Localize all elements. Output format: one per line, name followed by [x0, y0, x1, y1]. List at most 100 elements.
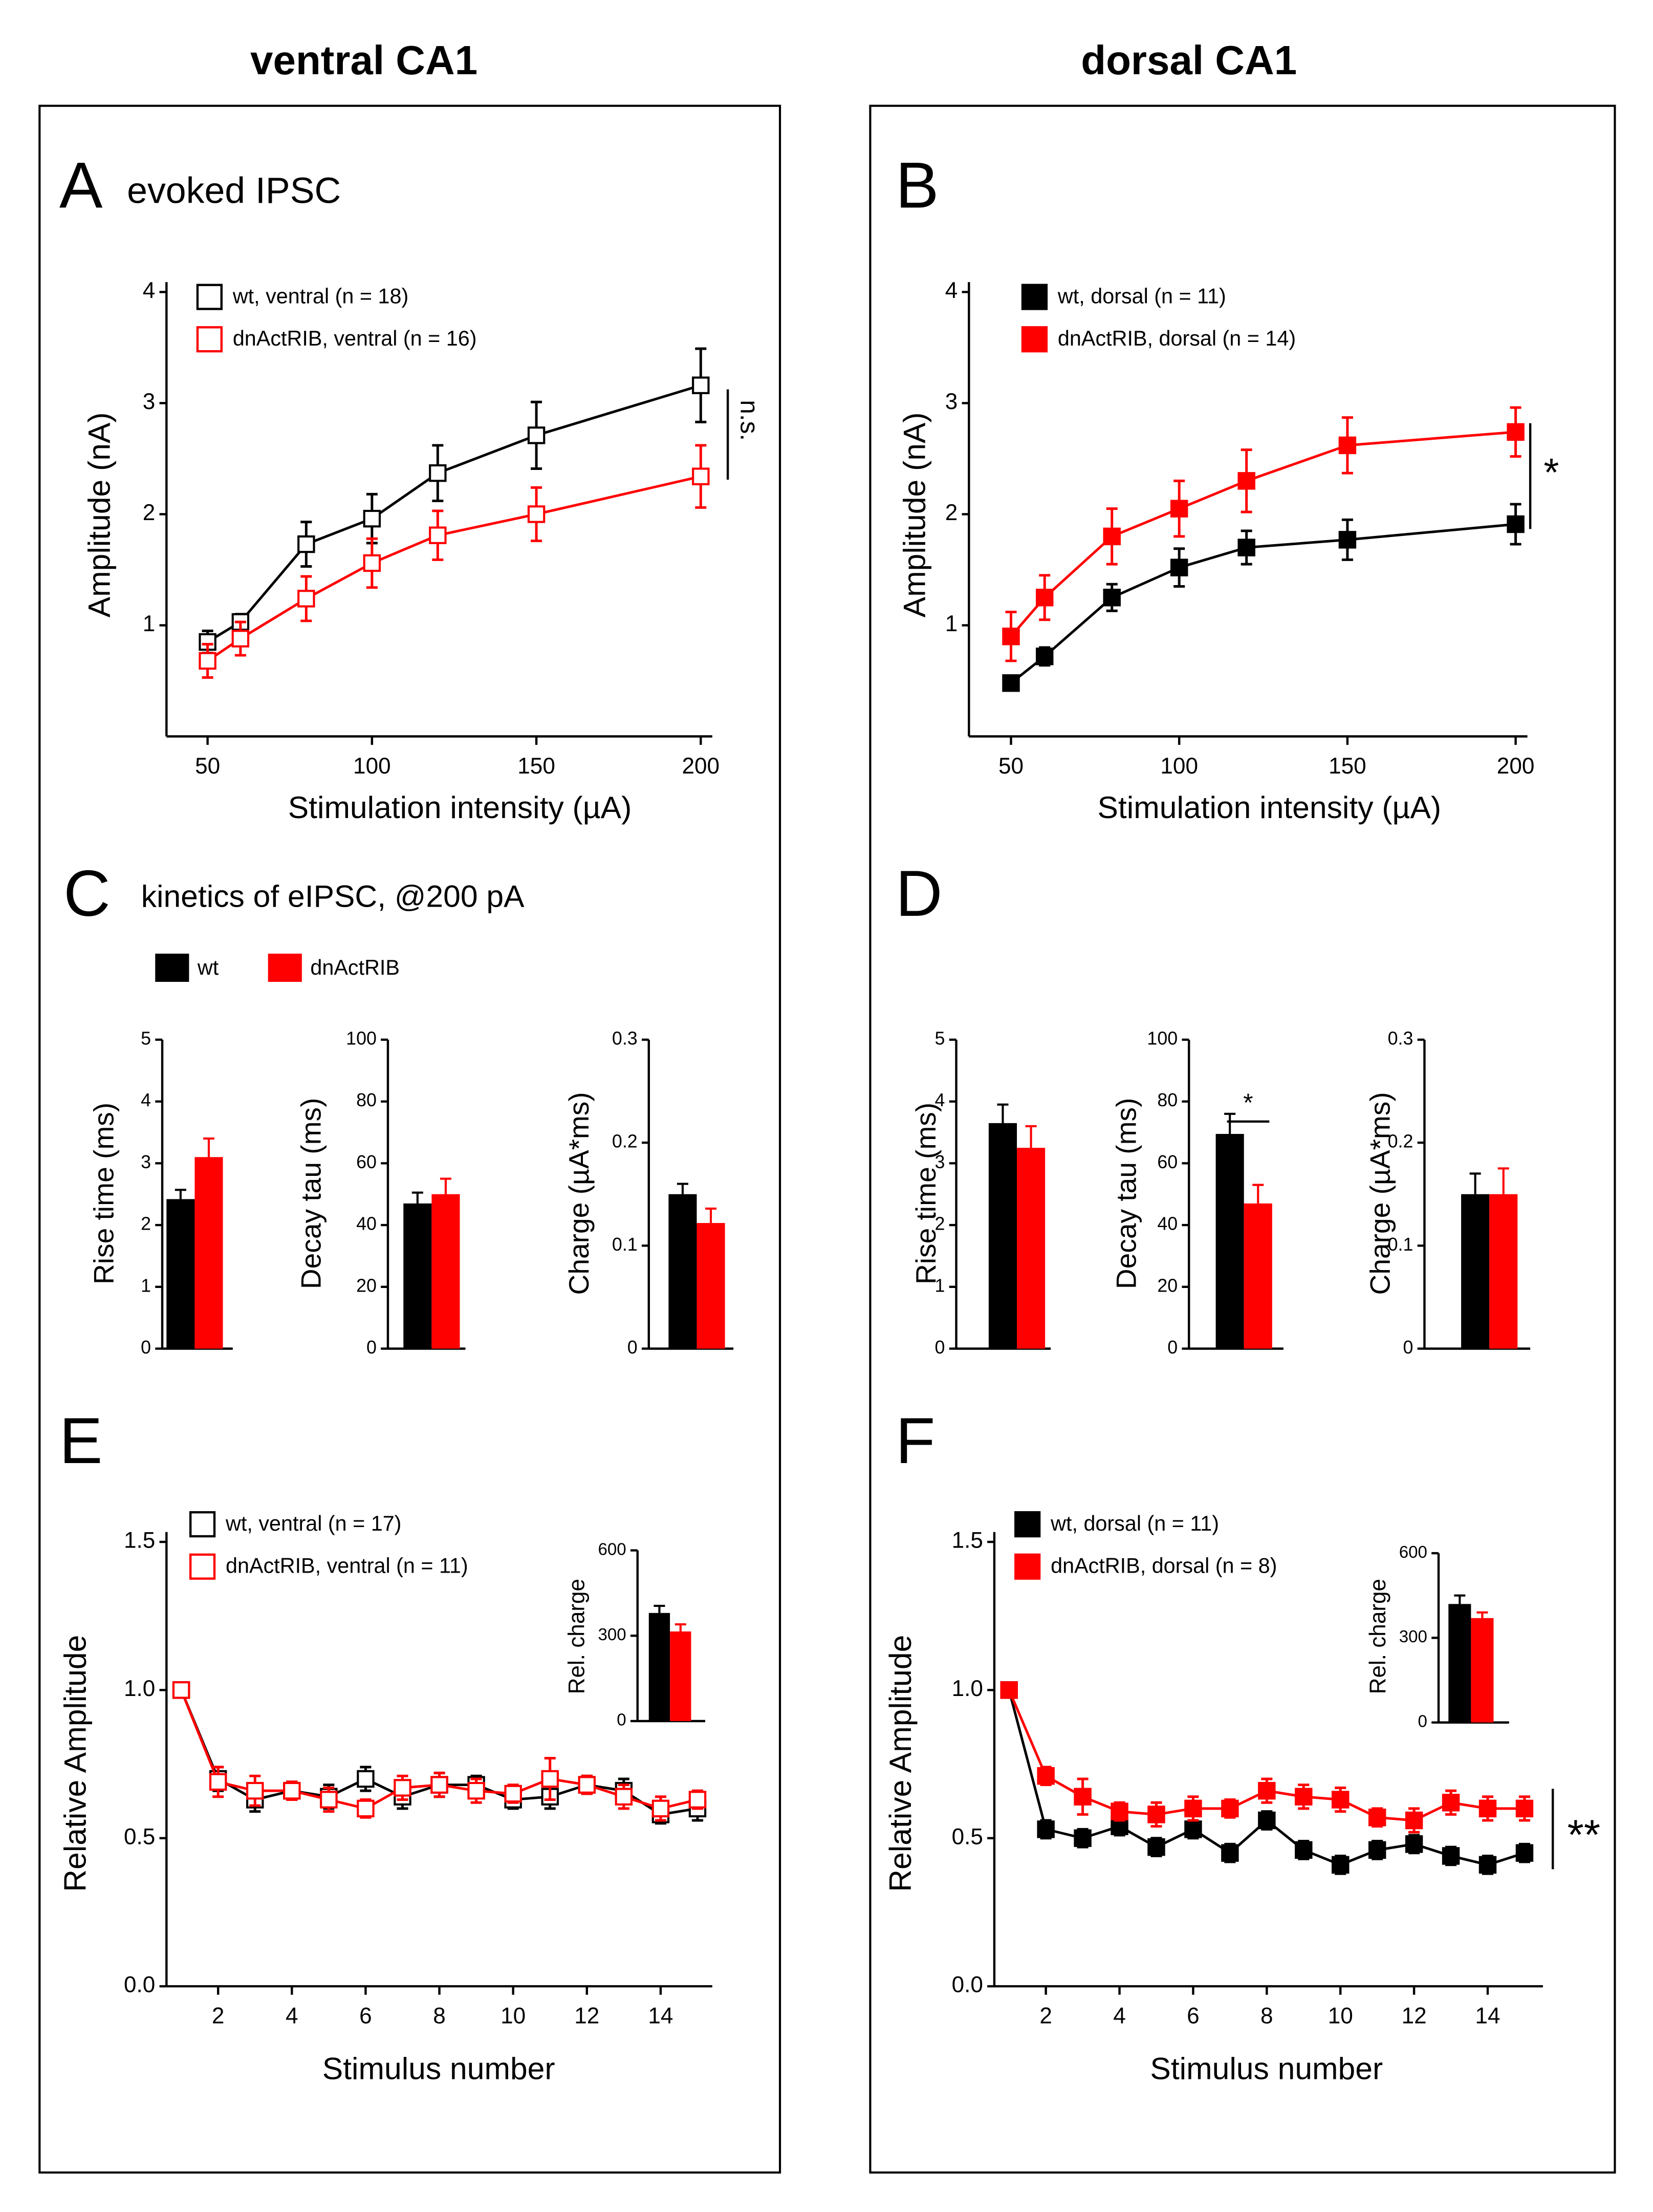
bar [670, 1631, 691, 1722]
y-tick-label: 0 [1403, 1337, 1413, 1358]
y-axis-label: Decay tau (ms) [1110, 1098, 1142, 1290]
y-tick-label: 40 [356, 1214, 377, 1234]
marker [320, 1791, 338, 1809]
y-tick-label: 0.5 [124, 1824, 155, 1849]
y-tick-label: 0.3 [612, 1028, 638, 1048]
y-tick-label: 1 [935, 1275, 945, 1296]
y-tick-label: 100 [1147, 1028, 1178, 1048]
error-bar [705, 1207, 717, 1223]
bar [1215, 1134, 1244, 1349]
panel-letter: A [59, 149, 103, 222]
y-tick-label: 600 [598, 1540, 626, 1559]
marker [541, 1770, 559, 1788]
marker [527, 426, 546, 444]
legend-marker [196, 284, 223, 310]
marker [429, 526, 447, 544]
y-tick-label: 0.2 [1388, 1131, 1413, 1152]
legend-label: wt, ventral (n = 18) [232, 284, 408, 308]
y-tick-label: 4 [143, 278, 156, 303]
column-frame [38, 104, 781, 2174]
x-tick-label: 150 [1329, 754, 1366, 779]
marker [1442, 1847, 1460, 1865]
y-tick-label: 1.5 [952, 1528, 983, 1553]
legend-marker [1014, 1511, 1041, 1538]
y-tick-label: 0 [141, 1337, 151, 1358]
marker [283, 1781, 301, 1800]
y-axis-label: Charge (µA*ms) [563, 1092, 595, 1295]
legend-label: dnActRIB, dorsal (n = 14) [1058, 327, 1296, 350]
error-bar [1224, 1112, 1236, 1134]
y-tick-label: 1 [141, 1275, 151, 1296]
y-axis-label: Rel. charge [1365, 1579, 1390, 1694]
error-bar [1469, 1172, 1481, 1194]
marker [1338, 436, 1357, 455]
marker [1507, 515, 1525, 533]
marker [1515, 1844, 1534, 1862]
x-axis-label: Stimulus number [1150, 2051, 1383, 2086]
bar [1448, 1604, 1471, 1723]
marker [1515, 1799, 1534, 1818]
y-tick-label: 3 [141, 1152, 151, 1172]
y-tick-label: 40 [1157, 1214, 1178, 1234]
marker [1103, 527, 1121, 546]
y-axis-label: Rise time (ms) [88, 1103, 119, 1284]
marker [209, 1773, 227, 1791]
error-bar [675, 1623, 686, 1631]
y-tick-label: 0 [366, 1337, 377, 1358]
y-tick-label: 100 [346, 1028, 377, 1048]
x-tick-label: 4 [1113, 2003, 1126, 2028]
x-tick-label: 12 [1402, 2003, 1427, 2028]
y-tick-label: 0.3 [1388, 1028, 1413, 1048]
error-bar [654, 1604, 665, 1613]
panel-title: kinetics of eIPSC, @200 pA [141, 878, 525, 913]
annotation: * [1543, 450, 1559, 495]
y-tick-label: 2 [143, 500, 156, 525]
x-tick-label: 14 [1475, 2003, 1500, 2028]
marker [1221, 1844, 1239, 1862]
error-bar [203, 1137, 215, 1157]
bar [1461, 1194, 1490, 1349]
marker [1002, 627, 1020, 646]
legend-label: wt, dorsal (n = 11) [1050, 1512, 1219, 1535]
legend-label: dnActRIB [310, 956, 400, 979]
x-tick-label: 2 [1039, 2003, 1052, 2028]
bar [431, 1194, 460, 1349]
marker [1295, 1788, 1313, 1806]
legend-marker [155, 953, 189, 982]
x-tick-label: 50 [998, 754, 1024, 779]
marker [1237, 472, 1255, 490]
marker [1184, 1799, 1202, 1818]
marker [363, 509, 381, 528]
marker [297, 535, 315, 553]
marker [1002, 674, 1020, 692]
marker [1368, 1808, 1386, 1827]
x-tick-label: 8 [433, 2003, 446, 2028]
error-bar [175, 1189, 186, 1199]
error-bar [1025, 1125, 1037, 1148]
error-bar [677, 1183, 688, 1194]
panel-letter: E [59, 1404, 103, 1477]
y-axis-label: Rise time (ms) [910, 1103, 942, 1284]
y-tick-label: 1 [143, 611, 156, 636]
x-tick-label: 100 [1160, 754, 1198, 779]
y-axis-label: Relative Amplitude [58, 1635, 93, 1892]
bar [1471, 1618, 1494, 1723]
legend-label: dnActRIB, dorsal (n = 8) [1051, 1554, 1277, 1578]
x-tick-label: 6 [359, 2003, 372, 2028]
marker [1037, 1767, 1055, 1785]
bar [668, 1194, 697, 1349]
error-bar [1454, 1594, 1466, 1604]
marker [1111, 1802, 1128, 1820]
y-tick-label: 0.1 [612, 1234, 638, 1255]
marker [1258, 1781, 1276, 1800]
marker [231, 630, 250, 648]
marker [1338, 531, 1357, 549]
marker [199, 652, 216, 670]
bar [988, 1123, 1017, 1349]
panel-letter: C [63, 857, 111, 930]
legend-label: dnActRIB, ventral (n = 11) [226, 1554, 468, 1578]
y-tick-label: 0 [627, 1337, 638, 1358]
marker [692, 376, 710, 394]
marker [1170, 500, 1188, 518]
